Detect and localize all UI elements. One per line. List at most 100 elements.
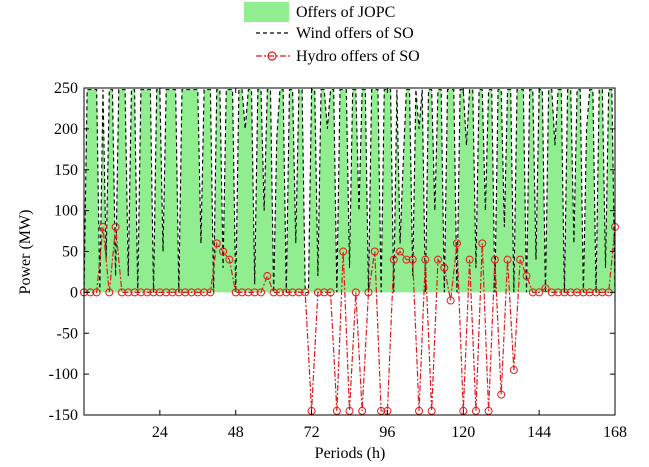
hydro-point — [396, 247, 405, 256]
hydro-point — [136, 288, 145, 297]
hydro-point — [187, 288, 196, 297]
hydro-point — [155, 288, 164, 297]
hydro-point — [294, 288, 303, 297]
hydro-point — [421, 255, 430, 264]
y-tick-label: 50 — [62, 244, 78, 261]
hydro-point — [320, 288, 329, 297]
hydro-point — [402, 255, 411, 264]
wind-line — [83, 89, 616, 293]
hydro-point — [446, 296, 455, 305]
hydro-point — [162, 288, 171, 297]
hydro-point — [573, 288, 582, 297]
hydro-point — [200, 288, 209, 297]
hydro-point — [351, 288, 360, 297]
hydro-point — [547, 288, 556, 297]
hydro-point — [263, 272, 272, 281]
y-axis-label: Power (MW) — [17, 210, 34, 295]
hydro-point — [389, 255, 398, 264]
legend-swatch-hydro-marker — [267, 51, 277, 61]
hydro-point — [225, 255, 234, 264]
hydro-point — [408, 255, 417, 264]
x-tick-label: 48 — [228, 424, 244, 441]
hydro-point — [415, 406, 424, 415]
y-tick-label: 200 — [54, 121, 78, 138]
hydro-point — [377, 406, 386, 415]
hydro-point — [490, 255, 499, 264]
y-tick-label: 250 — [54, 80, 78, 97]
hydro-point — [288, 288, 297, 297]
hydro-point — [560, 288, 569, 297]
legend-swatch-jopc — [244, 2, 289, 22]
legend-label-wind: Wind offers of SO — [296, 25, 414, 42]
hydro-point — [332, 406, 341, 415]
hydro-point — [117, 288, 126, 297]
hydro-point — [465, 255, 474, 264]
hydro-point — [282, 288, 291, 297]
y-tick-label: 100 — [54, 203, 78, 220]
x-axis-label: Periods (h) — [315, 445, 386, 462]
hydro-point — [345, 406, 354, 415]
hydro-point — [326, 288, 335, 297]
hydro-point — [212, 239, 221, 248]
hydro-point — [509, 366, 518, 375]
hydro-line — [84, 226, 616, 412]
hydro-point — [143, 288, 152, 297]
y-tick-label: -50 — [57, 325, 78, 342]
hydro-point — [598, 288, 607, 297]
hydro-point — [193, 288, 202, 297]
hydro-point — [339, 247, 348, 256]
hydro-point — [478, 239, 487, 248]
hydro-point — [364, 288, 373, 297]
hydro-point — [528, 288, 537, 297]
x-tick-label: 24 — [152, 424, 168, 441]
y-tick-label: -150 — [49, 407, 78, 424]
hydro-point — [275, 288, 284, 297]
jopc-area-layer — [84, 89, 615, 293]
hydro-point — [181, 288, 190, 297]
hydro-point — [434, 255, 442, 264]
hydro-point — [238, 288, 247, 297]
hydro-point — [257, 288, 265, 297]
y-tick-label: 0 — [70, 284, 78, 301]
hydro-point — [244, 288, 253, 297]
hydro-point — [471, 406, 480, 415]
hydro-point — [130, 288, 139, 297]
hydro-point — [98, 222, 107, 231]
x-tick-label: 120 — [451, 424, 475, 441]
hydro-point — [566, 288, 575, 297]
jopc-area — [84, 89, 615, 293]
hydro-point — [168, 288, 177, 297]
x-tick-label: 96 — [379, 424, 395, 441]
hydro-point — [592, 288, 601, 297]
hydro-point — [92, 288, 101, 297]
legend: Offers of JOPC Wind offers of SO Hydro o… — [244, 2, 420, 65]
x-tick-label: 72 — [304, 424, 320, 441]
hydro-point — [219, 247, 228, 256]
x-tick-label: 168 — [603, 424, 627, 441]
hydro-point — [269, 288, 278, 297]
hydro-point — [174, 288, 183, 297]
hydro-point — [105, 288, 114, 297]
x-axis: 24 48 72 96 120 144 168 — [152, 88, 627, 441]
y-tick-label: 150 — [54, 162, 78, 179]
hydro-point — [440, 263, 449, 272]
y-axis: -150 -100 -50 0 50 100 150 200 250 — [49, 80, 615, 424]
y-tick-label: -100 — [49, 366, 78, 383]
hydro-point — [358, 406, 367, 415]
hydro-point — [541, 284, 550, 293]
x-tick-label: 144 — [527, 424, 551, 441]
hydro-point — [149, 288, 158, 297]
hydro-point — [516, 255, 525, 264]
legend-label-hydro: Hydro offers of SO — [296, 48, 420, 65]
hydro-point — [231, 288, 240, 297]
hydro-point — [484, 406, 493, 415]
hydro-point — [111, 222, 120, 231]
hydro-point — [579, 288, 588, 297]
hydro-point — [585, 288, 594, 297]
wind-line-layer — [83, 89, 616, 293]
hydro-point — [452, 239, 461, 248]
hydro-point — [497, 390, 506, 399]
hydro-point — [554, 288, 563, 297]
hydro-point — [427, 406, 436, 415]
